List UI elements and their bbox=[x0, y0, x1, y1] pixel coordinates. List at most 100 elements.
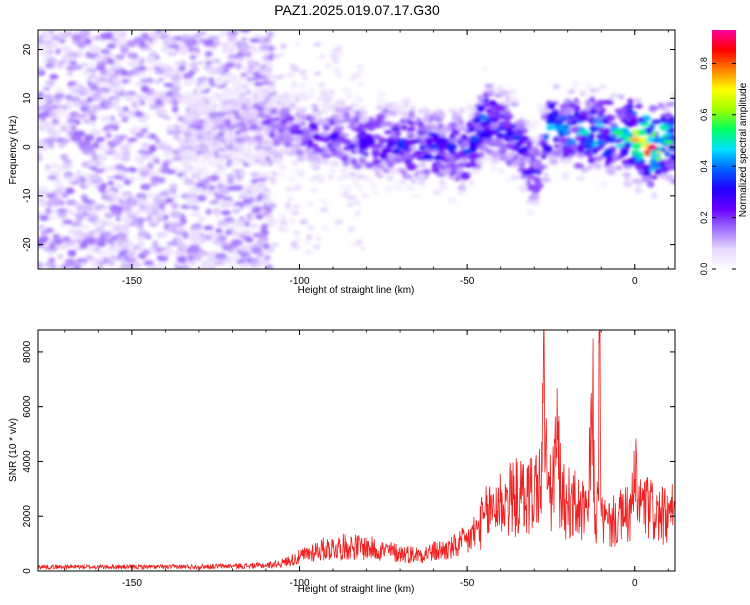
colorbar-gradient bbox=[712, 30, 736, 269]
spectrogram-cell bbox=[482, 156, 490, 161]
spectrogram-cell bbox=[91, 263, 101, 269]
spectrogram-cell bbox=[616, 165, 622, 171]
spectrogram-cell bbox=[580, 111, 589, 115]
spectrogram-cell bbox=[275, 122, 283, 129]
snr-y-tick-label: 2000 bbox=[22, 505, 33, 528]
spectrogram-cell bbox=[498, 168, 505, 174]
spectrogram-cell bbox=[92, 257, 105, 263]
spectrogram-cell bbox=[271, 107, 279, 115]
spectrogram-cell bbox=[46, 128, 57, 135]
spectrogram-cell bbox=[72, 64, 83, 71]
spectrogram-cell bbox=[584, 105, 591, 112]
spectrogram-cell bbox=[117, 38, 128, 44]
spectrogram-cell bbox=[251, 200, 262, 208]
spectrogram-cell bbox=[213, 119, 223, 125]
spectrogram-cell bbox=[387, 123, 396, 129]
spectrogram-cell bbox=[293, 230, 300, 236]
spectrogram-cell bbox=[53, 94, 62, 100]
spectrogram-cell bbox=[129, 168, 137, 173]
spectrogram-cell bbox=[166, 124, 175, 130]
spectrogram-peak bbox=[193, 125, 204, 131]
spectrogram-cell bbox=[211, 159, 220, 165]
spectrogram-cell bbox=[205, 208, 212, 216]
spectrogram-cell bbox=[176, 265, 185, 269]
spectrogram-cell bbox=[115, 163, 126, 171]
spectrogram-cell bbox=[555, 152, 561, 158]
spectrogram-cell bbox=[494, 104, 506, 112]
spectrogram-cell bbox=[575, 176, 586, 181]
spectrogram-cell bbox=[173, 133, 181, 140]
spectrogram-cell bbox=[576, 153, 586, 158]
spectrogram-cell bbox=[507, 88, 517, 95]
spectrogram-cell bbox=[141, 154, 149, 160]
spectrogram-cell bbox=[241, 113, 252, 120]
spectrogram-cell bbox=[52, 233, 61, 240]
spectrogram-cell bbox=[531, 120, 541, 126]
spectrogram-cell bbox=[209, 151, 215, 158]
spectrogram-cell bbox=[76, 202, 84, 209]
spectrogram-cell bbox=[126, 250, 137, 258]
spectrogram-cell bbox=[127, 137, 138, 142]
spectrogram-cell bbox=[230, 239, 243, 244]
spectrogram-cell bbox=[46, 79, 55, 87]
spectrogram-cell bbox=[289, 84, 300, 90]
spectrogram-cell bbox=[157, 144, 166, 150]
spectrogram-cell bbox=[425, 112, 431, 117]
spectrogram-cell bbox=[57, 244, 69, 250]
snr-x-tick-label: -100 bbox=[289, 578, 309, 589]
spectrogram-cell bbox=[309, 160, 319, 168]
spectrogram-cell bbox=[189, 210, 202, 217]
spectrogram-cell bbox=[287, 196, 293, 202]
spectrogram-cell bbox=[258, 87, 270, 93]
spectrogram-cell bbox=[122, 106, 129, 112]
spectrogram-cell bbox=[410, 178, 417, 184]
spectrogram-cell bbox=[135, 217, 146, 224]
spectrogram-cell bbox=[46, 57, 57, 64]
spectrogram-cell bbox=[447, 139, 457, 144]
spectrogram-cell bbox=[64, 258, 77, 265]
spectrogram-cell bbox=[189, 80, 199, 86]
spectrogram-cell bbox=[242, 118, 250, 125]
spectrogram-cell bbox=[588, 157, 594, 162]
spectrogram-cell bbox=[56, 208, 68, 214]
spectrogram-cell bbox=[221, 42, 230, 48]
spectrogram-cell bbox=[466, 104, 476, 111]
spectrogram-cell bbox=[462, 139, 469, 146]
spectrogram-cell bbox=[533, 182, 544, 189]
spectrogram-cell bbox=[88, 173, 101, 181]
spectrogram-cell bbox=[188, 188, 197, 196]
spectrogram-cell bbox=[250, 108, 258, 114]
spectrogram-cell bbox=[360, 154, 366, 160]
spectrogram-cell bbox=[503, 109, 511, 117]
spectrogram-cell bbox=[237, 56, 245, 62]
spectrogram-x-tick-label: -100 bbox=[289, 276, 309, 287]
spectrogram-cell bbox=[594, 101, 605, 106]
spectrogram-cell bbox=[225, 103, 235, 110]
snr-y-tick-label: 0 bbox=[22, 568, 33, 574]
spectrogram-cell bbox=[408, 186, 416, 191]
spectrogram-cell bbox=[266, 160, 274, 166]
spectrogram-cell bbox=[247, 196, 255, 203]
spectrogram-cell bbox=[47, 175, 58, 180]
spectrogram-cell bbox=[254, 206, 262, 212]
spectrogram-cell bbox=[75, 238, 84, 244]
spectrogram-cell bbox=[38, 140, 46, 148]
spectrogram-cell bbox=[440, 145, 448, 150]
spectrogram-peak bbox=[512, 134, 523, 140]
spectrogram-cell bbox=[306, 93, 315, 99]
spectrogram-cell bbox=[597, 126, 606, 133]
spectrogram-cell bbox=[111, 30, 124, 36]
spectrogram-cell bbox=[164, 188, 174, 195]
spectrogram-cell bbox=[106, 43, 117, 49]
spectrogram-cell bbox=[51, 104, 58, 110]
spectrogram-cell bbox=[330, 54, 339, 60]
spectrogram-cell bbox=[176, 172, 184, 177]
snr-y-axis-label: SNR (10 * v/v) bbox=[8, 418, 19, 482]
spectrogram-cell bbox=[51, 119, 59, 124]
spectrogram-cell bbox=[255, 119, 263, 125]
spectrogram-cell bbox=[307, 153, 317, 161]
spectrogram-cell bbox=[253, 81, 264, 87]
spectrogram-cell bbox=[622, 164, 633, 169]
spectrogram-cell bbox=[203, 225, 214, 231]
